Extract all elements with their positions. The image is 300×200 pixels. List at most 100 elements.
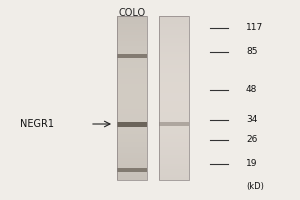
Bar <box>117 68 147 71</box>
Bar <box>117 134 147 136</box>
Bar <box>159 120 189 123</box>
Bar <box>159 134 189 136</box>
Bar <box>159 46 189 49</box>
Bar <box>159 164 189 166</box>
Bar <box>117 16 147 19</box>
Bar <box>117 177 147 180</box>
Bar <box>117 136 147 139</box>
Bar <box>117 73 147 76</box>
Bar <box>117 90 147 93</box>
Bar <box>117 175 147 177</box>
Bar <box>159 128 189 131</box>
Bar <box>117 79 147 82</box>
Bar <box>117 164 147 166</box>
Bar <box>117 24 147 27</box>
Bar <box>117 144 147 147</box>
Bar <box>117 41 147 43</box>
Bar <box>159 161 189 164</box>
Bar <box>117 128 147 131</box>
Bar <box>117 76 147 79</box>
Text: 26: 26 <box>246 136 257 144</box>
Bar <box>117 161 147 164</box>
Bar <box>159 153 189 155</box>
Bar <box>117 109 147 112</box>
Bar <box>117 101 147 103</box>
Bar <box>117 82 147 84</box>
Bar <box>117 166 147 169</box>
Bar <box>159 90 189 93</box>
Bar <box>117 93 147 95</box>
Bar <box>159 32 189 35</box>
Bar <box>159 103 189 106</box>
Bar <box>117 19 147 21</box>
Bar <box>117 139 147 142</box>
Bar <box>117 16 147 180</box>
Bar <box>159 35 189 38</box>
Bar <box>159 73 189 76</box>
Bar <box>159 16 189 180</box>
Bar <box>159 16 189 19</box>
Bar <box>117 57 147 60</box>
Bar <box>159 123 189 125</box>
Bar <box>159 169 189 172</box>
Bar <box>159 95 189 98</box>
Bar <box>159 27 189 30</box>
Bar <box>117 27 147 30</box>
Bar <box>159 155 189 158</box>
Bar <box>159 79 189 82</box>
Bar <box>117 172 147 175</box>
Bar <box>159 98 189 101</box>
Bar <box>117 32 147 35</box>
Bar <box>159 71 189 73</box>
Bar <box>117 142 147 144</box>
Bar <box>117 84 147 87</box>
Bar <box>117 30 147 32</box>
Bar <box>159 82 189 84</box>
Bar <box>159 19 189 21</box>
Bar <box>159 49 189 52</box>
Bar <box>159 150 189 153</box>
Bar <box>117 147 147 150</box>
Bar <box>117 125 147 128</box>
Text: 19: 19 <box>246 160 257 168</box>
Bar <box>117 43 147 46</box>
Text: 85: 85 <box>246 47 257 56</box>
Bar <box>159 142 189 144</box>
Bar <box>117 158 147 161</box>
Bar <box>159 117 189 120</box>
Bar <box>117 169 147 172</box>
Bar <box>159 52 189 54</box>
Bar <box>159 175 189 177</box>
Bar <box>117 65 147 68</box>
Text: NEGR1: NEGR1 <box>20 119 54 129</box>
Bar <box>117 71 147 73</box>
Bar <box>159 131 189 134</box>
Bar <box>117 106 147 109</box>
Text: COLO: COLO <box>118 8 146 18</box>
Bar <box>159 60 189 62</box>
Text: (kD): (kD) <box>246 182 264 190</box>
Bar <box>159 109 189 112</box>
Bar <box>117 112 147 114</box>
Text: 48: 48 <box>246 85 257 94</box>
Bar <box>159 68 189 71</box>
Bar <box>117 49 147 52</box>
Bar <box>117 168 147 172</box>
Bar <box>117 54 147 58</box>
Bar <box>117 35 147 38</box>
Bar <box>159 30 189 32</box>
Bar <box>159 114 189 117</box>
Bar <box>159 136 189 139</box>
Bar <box>159 38 189 41</box>
Bar <box>117 131 147 134</box>
Bar <box>117 123 147 125</box>
Bar <box>117 95 147 98</box>
Bar <box>117 38 147 41</box>
Bar <box>159 158 189 161</box>
Bar <box>159 177 189 180</box>
Bar <box>117 121 147 127</box>
Bar <box>117 103 147 106</box>
Bar <box>117 21 147 24</box>
Bar <box>159 122 189 126</box>
Bar <box>159 54 189 57</box>
